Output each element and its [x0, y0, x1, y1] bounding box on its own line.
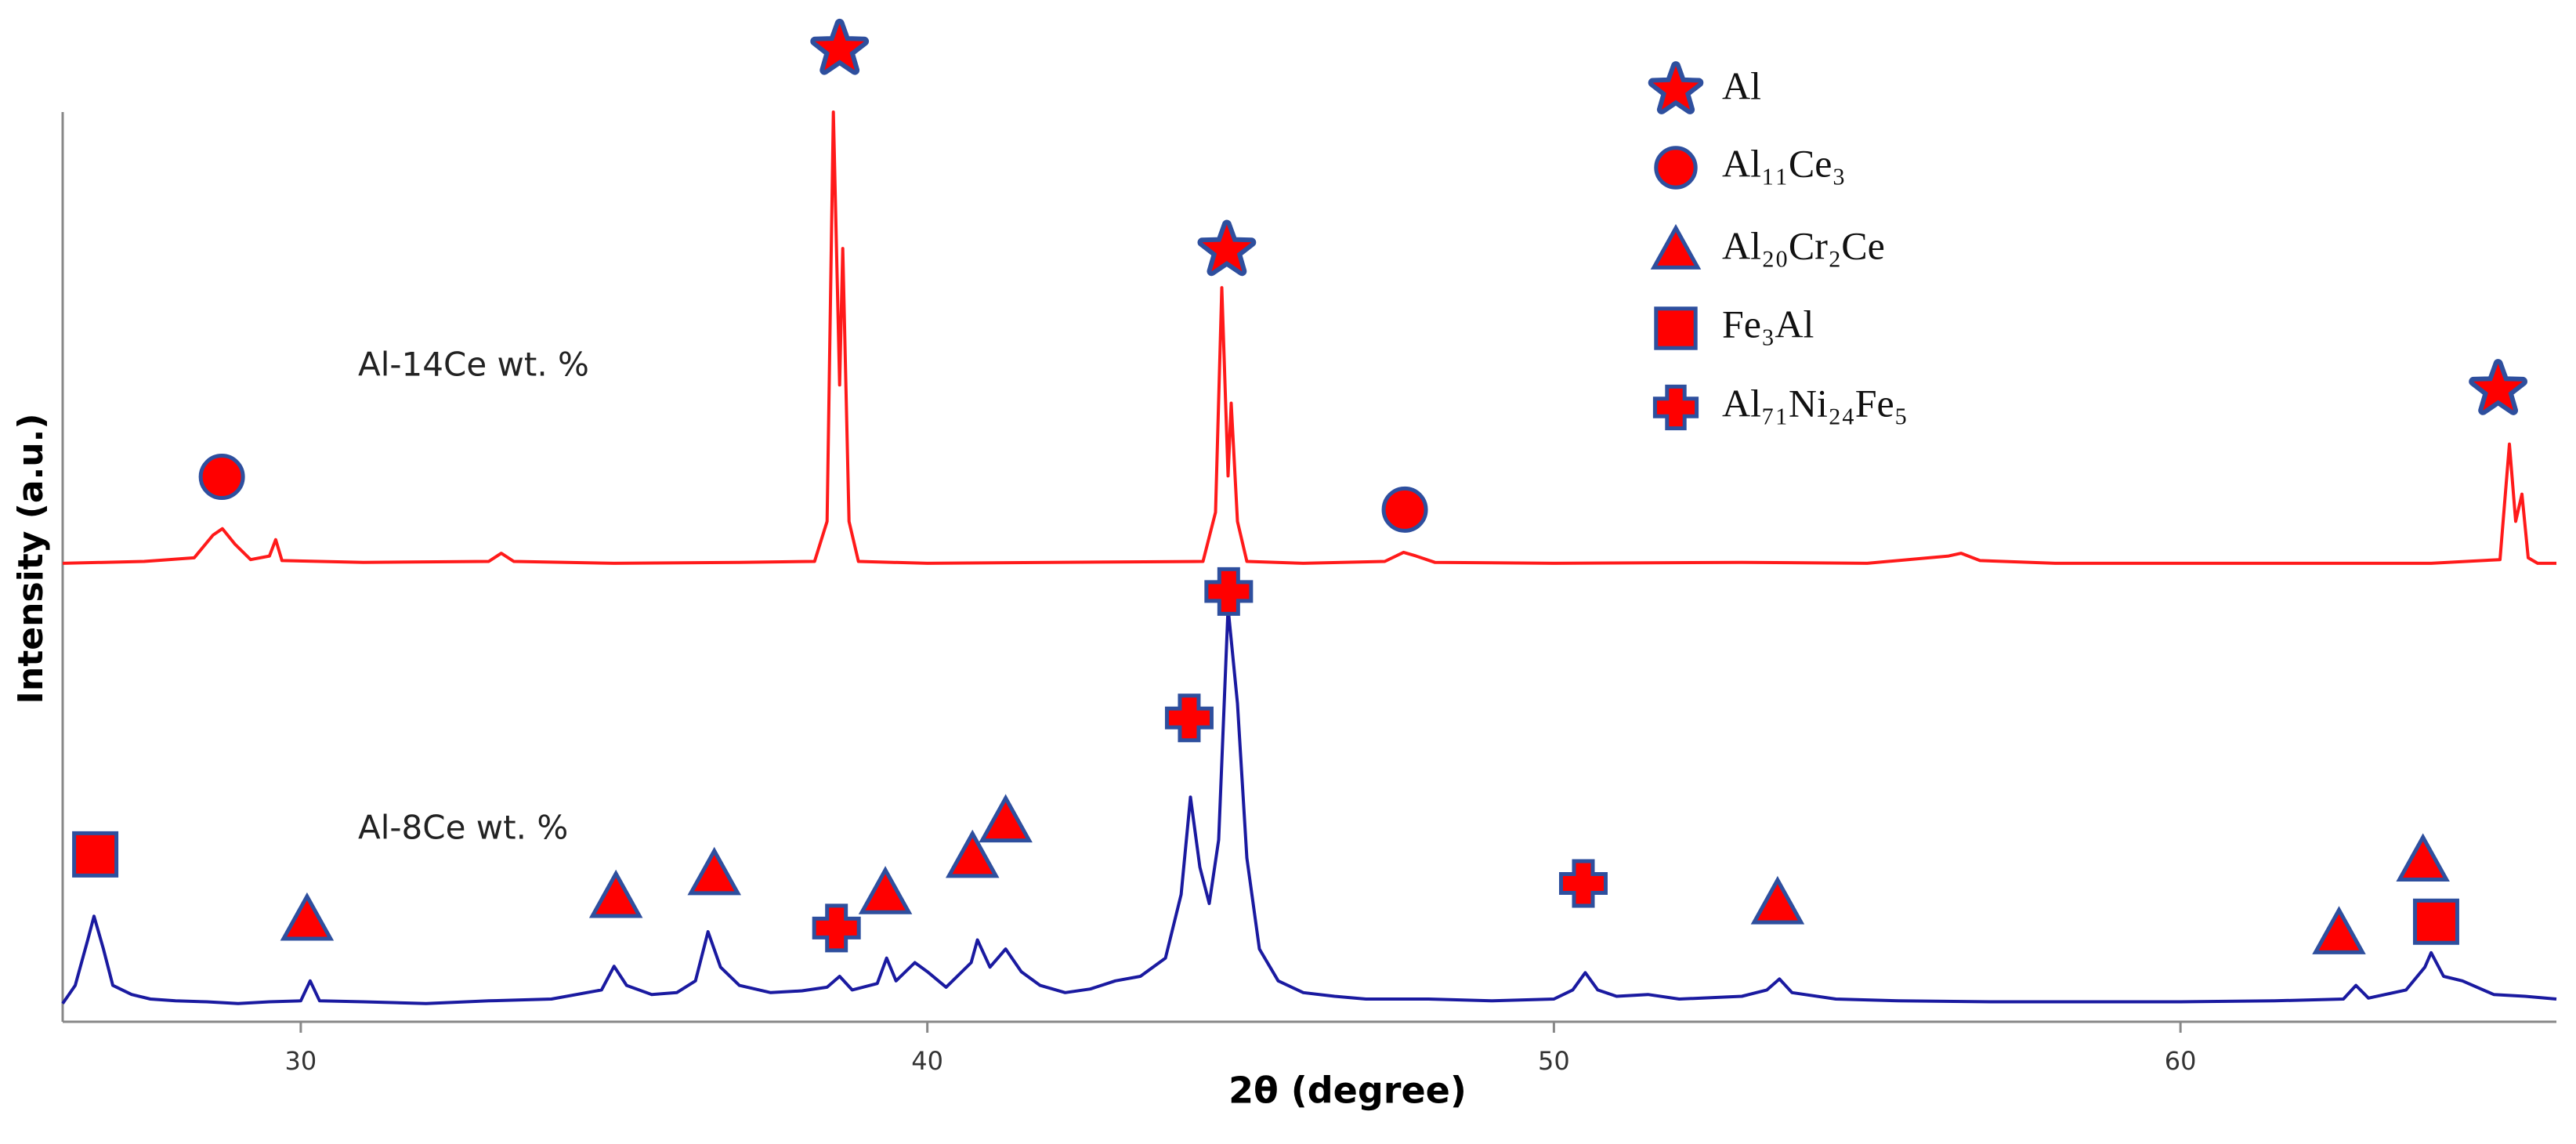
legend-symbol [1654, 306, 1698, 350]
series-label: Al-14Ce wt. % [358, 346, 589, 384]
legend-label: Al₂₀Cr₂Ce [1722, 223, 1885, 267]
legend-label: Fe₃Al [1722, 302, 1814, 346]
legend-symbol [1654, 146, 1698, 190]
legend-label: Al₁₁Ce₃ [1722, 141, 1846, 185]
marker-circle [198, 454, 245, 501]
marker-square [2412, 898, 2459, 945]
legend-symbol [1648, 61, 1704, 114]
marker-plus [1558, 859, 1608, 908]
series-line [62, 110, 2556, 565]
marker-plus [1164, 693, 1214, 743]
marker-plus [812, 903, 861, 953]
marker-triangle [1750, 875, 1805, 925]
marker-star [810, 18, 870, 75]
x-axis-title: 2θ (degree) [1228, 1070, 1467, 1112]
legend-label: Al [1722, 63, 1761, 107]
marker-star [2469, 359, 2527, 415]
marker-triangle [858, 866, 913, 914]
series-label: Al-8Ce wt. % [358, 809, 568, 847]
marker-triangle [979, 794, 1033, 843]
marker-triangle [945, 829, 1000, 878]
x-tick-label: 60 [2165, 1046, 2197, 1076]
marker-triangle [2312, 906, 2366, 954]
marker-plus [1204, 567, 1254, 616]
series-line [61, 606, 2557, 1005]
marker-square [72, 831, 119, 878]
y-axis-title: Intensity (a.u.) [11, 414, 51, 704]
marker-star [1197, 219, 1257, 277]
marker-triangle [687, 846, 741, 896]
legend-symbol [1652, 384, 1699, 431]
x-tick-label: 50 [1538, 1046, 1570, 1076]
marker-circle [1381, 486, 1428, 533]
x-tick-label: 40 [911, 1046, 943, 1076]
marker-triangle [588, 869, 643, 918]
marker-triangle [280, 892, 335, 941]
legend-label: Al₇₁Ni₂₄Fe₅ [1722, 381, 1908, 425]
marker-triangle [2396, 833, 2450, 882]
x-tick-label: 30 [285, 1046, 317, 1076]
legend-symbol [1650, 223, 1702, 270]
